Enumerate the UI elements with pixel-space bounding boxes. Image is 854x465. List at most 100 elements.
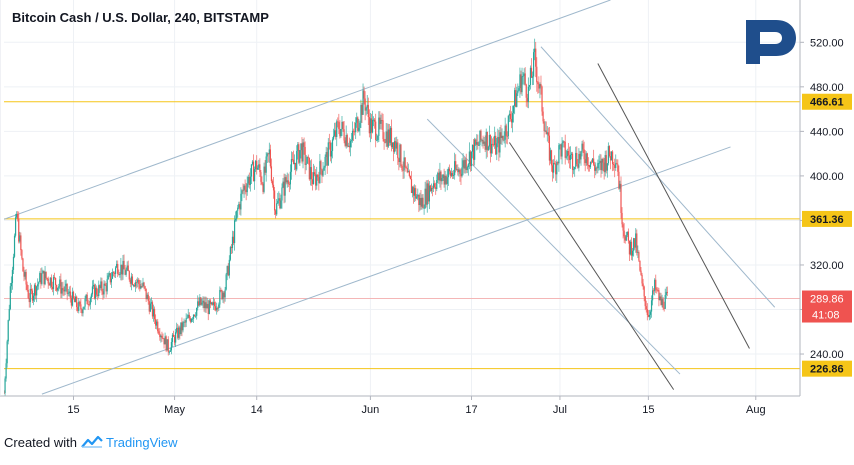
candle-body — [24, 272, 26, 277]
candle — [262, 182, 264, 195]
tradingview-brand[interactable]: TradingView — [105, 434, 178, 450]
candle-body — [219, 289, 221, 305]
candle — [613, 162, 615, 171]
candle — [591, 157, 594, 164]
candle — [305, 154, 307, 171]
candle-body — [648, 314, 651, 317]
candle — [6, 339, 8, 368]
trendline — [597, 63, 750, 349]
candle — [511, 105, 514, 133]
candle — [510, 111, 513, 129]
candle-body — [578, 153, 580, 168]
candle — [356, 112, 358, 128]
candle — [98, 280, 100, 298]
candle-body — [485, 131, 487, 150]
candle — [57, 287, 59, 295]
candle-body — [266, 153, 268, 157]
candle-body — [162, 338, 164, 340]
candle-body — [132, 284, 135, 286]
candle-body — [244, 185, 246, 190]
candle — [557, 161, 559, 166]
candle-body — [638, 252, 640, 261]
candle — [133, 282, 136, 288]
candle — [471, 144, 474, 159]
candles — [4, 38, 668, 396]
candle-body — [238, 204, 240, 208]
candle — [573, 166, 575, 175]
candle-body — [220, 289, 222, 291]
candle — [553, 159, 555, 179]
candle-body — [80, 304, 82, 310]
candle — [643, 285, 645, 302]
candle — [357, 116, 359, 133]
candle — [122, 254, 124, 280]
candle — [5, 358, 7, 382]
candle — [400, 144, 402, 168]
candle — [44, 266, 46, 286]
candle-body — [559, 144, 561, 146]
footer[interactable]: Created with TradingView — [4, 432, 178, 452]
candle — [379, 111, 381, 130]
candle-body — [145, 288, 147, 300]
candle — [650, 295, 653, 318]
candle-body — [168, 351, 170, 353]
candle-body — [332, 135, 335, 140]
candle-body — [650, 300, 653, 312]
candle-body — [206, 303, 208, 309]
candle — [520, 70, 522, 95]
candle — [273, 186, 276, 215]
candle-body — [278, 198, 280, 201]
candle — [32, 293, 35, 306]
candle-body — [614, 165, 616, 168]
candle-body — [487, 146, 489, 151]
countdown-label: 41:08 — [812, 310, 840, 322]
candle-body — [63, 289, 65, 292]
candle-body — [338, 122, 340, 130]
candle — [204, 296, 206, 313]
candle — [369, 112, 372, 143]
candle-body — [73, 298, 76, 303]
candle — [522, 72, 524, 85]
candle — [624, 234, 626, 244]
candle — [202, 296, 204, 309]
candle — [137, 277, 139, 288]
candle-body — [458, 169, 460, 173]
candle-body — [47, 278, 49, 284]
candle-body — [38, 282, 40, 285]
candle — [96, 285, 98, 297]
candle — [405, 165, 407, 169]
candle-body — [191, 318, 194, 320]
candle-body — [525, 84, 527, 98]
trendline — [508, 142, 675, 390]
candle-body — [242, 190, 244, 192]
candle — [153, 306, 156, 324]
candle — [195, 312, 197, 318]
candle — [543, 118, 545, 138]
candle — [136, 278, 138, 289]
candle — [7, 319, 9, 345]
candle — [113, 271, 116, 278]
candle — [175, 328, 177, 347]
candle-body — [85, 294, 87, 299]
candle — [121, 264, 123, 281]
candle — [244, 179, 246, 195]
candle — [99, 284, 101, 293]
candle — [106, 272, 108, 295]
candle — [241, 189, 243, 202]
candle — [48, 282, 50, 286]
candle-body — [604, 155, 606, 173]
candle — [146, 292, 148, 300]
candle — [515, 83, 517, 108]
candle-body — [267, 153, 269, 155]
candle — [655, 274, 657, 293]
candle — [530, 58, 533, 78]
candle-body — [443, 174, 445, 185]
candle — [23, 266, 25, 282]
candle — [39, 271, 41, 283]
candle-body — [183, 321, 185, 323]
candle-body — [101, 281, 103, 292]
candle-body — [389, 127, 392, 143]
candle — [247, 174, 249, 188]
candle — [11, 266, 14, 290]
candle-body — [441, 177, 443, 182]
